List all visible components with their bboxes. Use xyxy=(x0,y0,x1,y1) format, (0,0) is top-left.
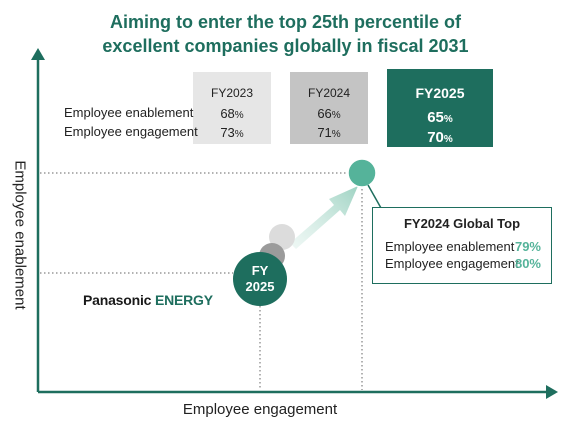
fy2025-year: FY2025 xyxy=(415,85,465,101)
x-axis-arrowhead xyxy=(546,385,558,399)
fy2025-box: FY2025 65% 70% xyxy=(387,69,493,147)
guide-lines xyxy=(40,172,363,390)
callout-enablement-value: 79% xyxy=(514,239,541,254)
fy2025-enablement: 65% xyxy=(427,109,453,126)
fy2025-engagement: 70% xyxy=(427,129,453,146)
fy2023-enablement: 68% xyxy=(220,106,244,121)
fy2023-box: FY2023 68% 73% xyxy=(193,72,271,144)
trend-arrow xyxy=(290,186,358,249)
fy2025-marker-line2: 2025 xyxy=(245,279,275,294)
callout-connector xyxy=(367,184,382,209)
callout-enablement-label: Employee enablement xyxy=(385,239,515,254)
fy2024-box-bg xyxy=(290,72,368,144)
fy2023-engagement: 73% xyxy=(220,125,244,140)
callout-row-enablement: Employee enablement 79% xyxy=(385,239,541,254)
title-line-1: Aiming to enter the top 25th percentile … xyxy=(109,12,462,32)
y-axis-label: Employee enablement xyxy=(11,160,29,310)
callout-engagement-value: 80% xyxy=(514,256,541,271)
fy2024-enablement: 66% xyxy=(317,106,341,121)
callout-title: FY2024 Global Top xyxy=(403,216,521,231)
axes xyxy=(31,48,558,399)
fy2024-year: FY2024 xyxy=(307,86,351,100)
row-label-enablement: Employee enablement xyxy=(64,105,194,120)
y-axis-arrowhead xyxy=(31,48,45,60)
fy2025-marker-line1: FY xyxy=(251,263,269,278)
title-line-2: excellent companies globally in fiscal 2… xyxy=(102,36,469,56)
panasonic-energy-logo: Panasonic ENERGY xyxy=(83,292,213,308)
global-top-marker xyxy=(347,158,377,188)
x-axis-label: Employee engagement xyxy=(182,401,338,418)
fy2023-year: FY2023 xyxy=(210,86,254,100)
callout-row-engagement: Employee engagement 80% xyxy=(385,256,541,271)
callout-engagement-label: Employee engagement xyxy=(385,256,519,271)
global-top-callout: FY2024 Global Top Employee enablement 79… xyxy=(372,207,552,284)
fy2024-engagement: 71% xyxy=(317,125,341,140)
row-label-engagement: Employee engagement xyxy=(64,124,198,139)
fy2025-box-bg xyxy=(387,69,493,147)
fy2023-box-bg xyxy=(193,72,271,144)
fy2024-box: FY2024 66% 71% xyxy=(290,72,368,144)
fy2025-marker: FY 2025 xyxy=(233,252,287,306)
